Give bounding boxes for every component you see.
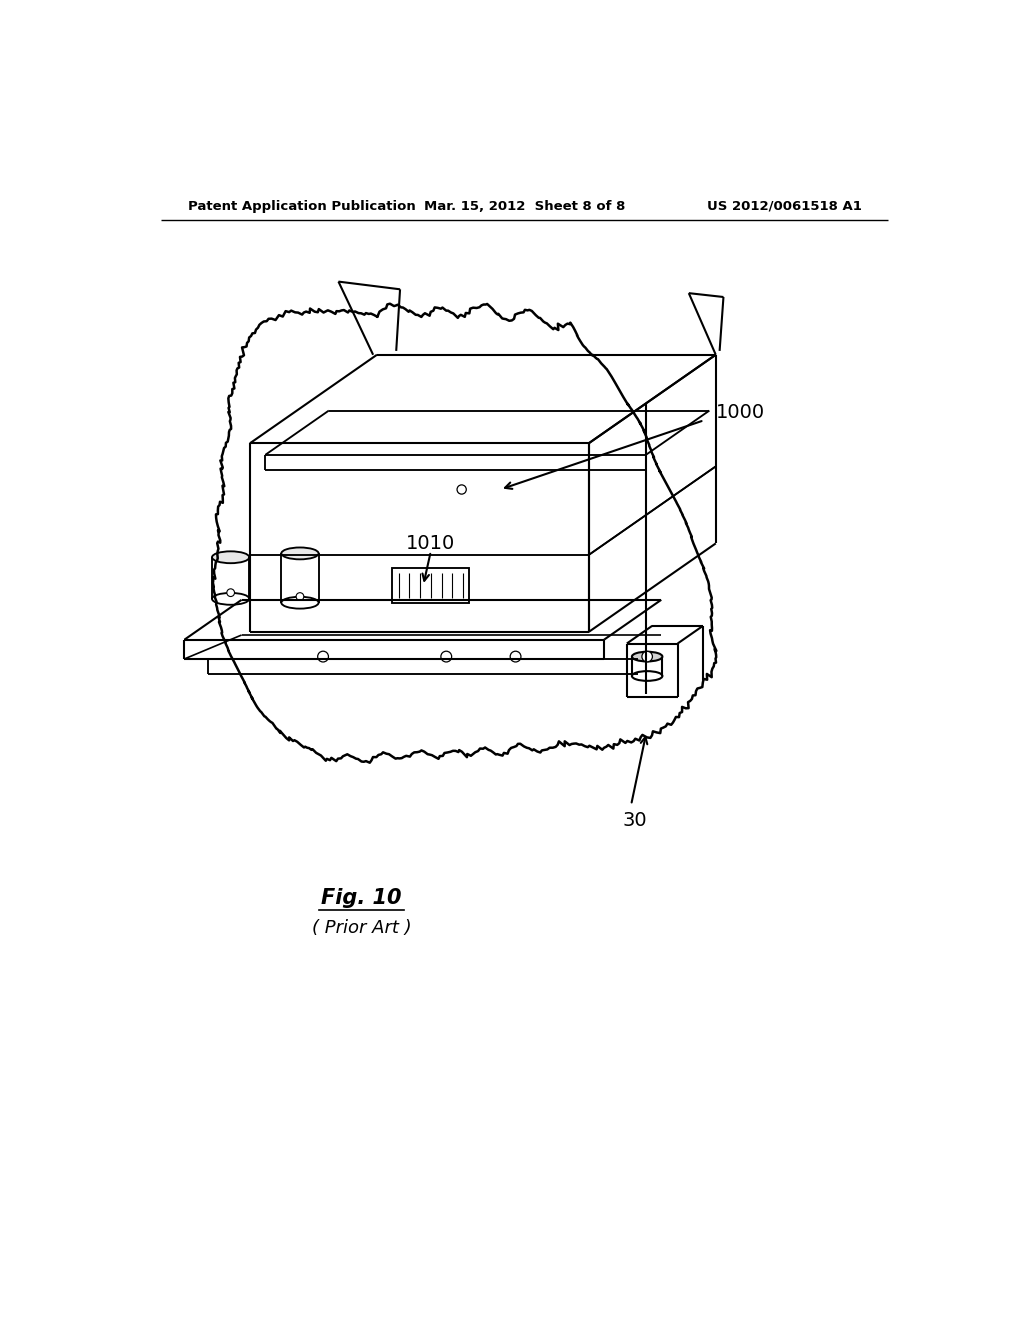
Circle shape	[296, 593, 304, 601]
Circle shape	[457, 484, 466, 494]
Ellipse shape	[282, 548, 318, 560]
Ellipse shape	[632, 652, 663, 661]
Circle shape	[510, 651, 521, 663]
Text: 1010: 1010	[407, 533, 456, 553]
Text: Mar. 15, 2012  Sheet 8 of 8: Mar. 15, 2012 Sheet 8 of 8	[424, 199, 626, 213]
Text: 30: 30	[623, 810, 647, 830]
Text: ( Prior Art ): ( Prior Art )	[311, 920, 412, 937]
Ellipse shape	[212, 552, 249, 564]
Circle shape	[441, 651, 452, 663]
Text: Patent Application Publication: Patent Application Publication	[188, 199, 416, 213]
Text: Fig. 10: Fig. 10	[322, 887, 401, 908]
Text: US 2012/0061518 A1: US 2012/0061518 A1	[708, 199, 862, 213]
Text: 1000: 1000	[716, 403, 765, 422]
Circle shape	[642, 651, 652, 661]
Circle shape	[317, 651, 329, 663]
Circle shape	[226, 589, 234, 597]
Ellipse shape	[212, 593, 249, 605]
Ellipse shape	[632, 671, 663, 681]
Bar	[392, 569, 469, 603]
Ellipse shape	[282, 597, 318, 609]
